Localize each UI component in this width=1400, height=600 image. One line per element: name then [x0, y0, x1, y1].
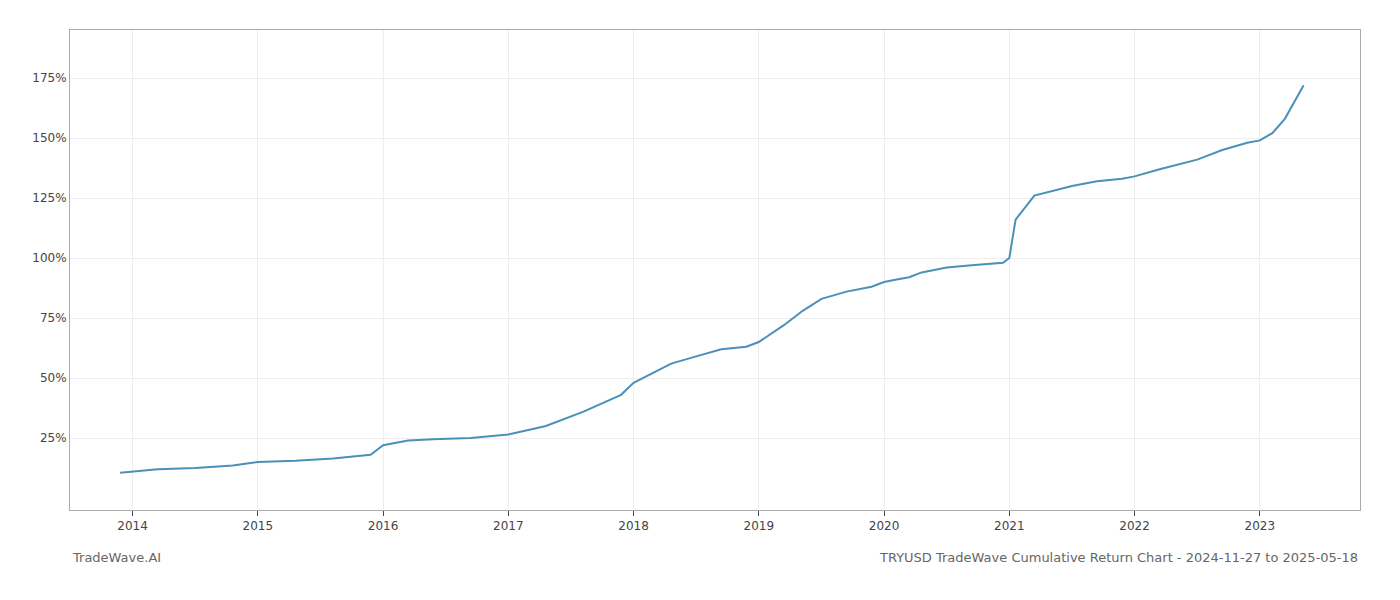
svg-text:125%: 125%	[32, 191, 66, 205]
svg-text:50%: 50%	[40, 371, 67, 385]
svg-text:2014: 2014	[117, 519, 148, 533]
svg-text:25%: 25%	[40, 431, 67, 445]
svg-text:2022: 2022	[1119, 519, 1150, 533]
svg-text:100%: 100%	[32, 251, 66, 265]
svg-text:2023: 2023	[1245, 519, 1276, 533]
svg-text:2015: 2015	[243, 519, 274, 533]
svg-text:150%: 150%	[32, 131, 66, 145]
svg-text:2021: 2021	[994, 519, 1025, 533]
svg-text:2019: 2019	[744, 519, 775, 533]
svg-text:TRYUSD TradeWave Cumulative Re: TRYUSD TradeWave Cumulative Return Chart…	[879, 550, 1358, 565]
svg-text:TradeWave.AI: TradeWave.AI	[72, 550, 161, 565]
svg-text:175%: 175%	[32, 71, 66, 85]
svg-text:75%: 75%	[40, 311, 67, 325]
svg-text:2020: 2020	[869, 519, 900, 533]
svg-text:2016: 2016	[368, 519, 399, 533]
svg-text:2018: 2018	[618, 519, 649, 533]
svg-text:2017: 2017	[493, 519, 524, 533]
